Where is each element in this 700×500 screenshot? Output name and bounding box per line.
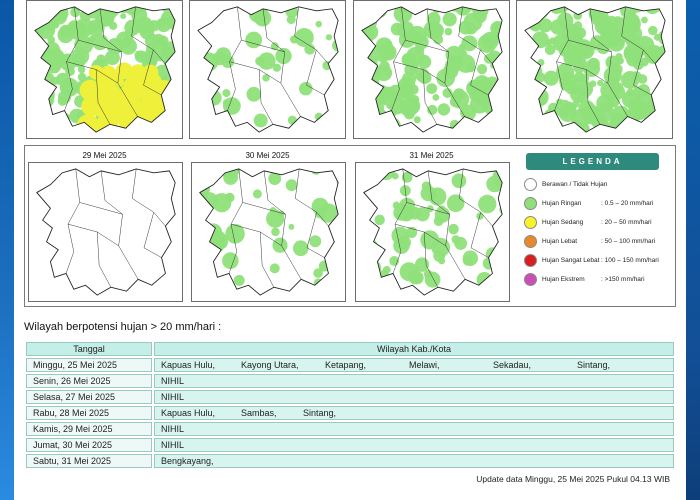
rain-potential-table: Tanggal Wilayah Kab./Kota Minggu, 25 Mei… xyxy=(24,340,676,470)
date-cell: Minggu, 25 Mei 2025 xyxy=(26,358,152,372)
regions-cell: Kapuas Hulu, Kayong Utara, Ketapang, Melawi… xyxy=(154,358,674,372)
region-name: Kapuas Hulu, xyxy=(161,360,216,370)
legend-swatch xyxy=(524,216,537,229)
legend-title: LEGENDA xyxy=(526,153,659,170)
forecast-panel-row2 xyxy=(24,145,676,307)
regions-cell: Bengkayang, xyxy=(154,454,674,468)
map-graphic xyxy=(197,6,339,133)
region-name: NIHIL xyxy=(161,392,185,402)
legend-label: Hujan Ekstrem xyxy=(542,276,585,283)
table-row: Senin, 26 Mei 2025 NIHIL xyxy=(26,374,674,388)
legend-range: : >150 mm/hari xyxy=(601,276,645,283)
update-timestamp: Update data Minggu, 25 Mei 2025 Pukul 04… xyxy=(476,474,670,484)
region-name: Ketapang, xyxy=(325,360,367,370)
forecast-map-day1 xyxy=(26,0,183,139)
forecast-map-29-mei xyxy=(28,162,183,302)
map-date-label: 31 Mei 2025 xyxy=(409,151,454,160)
forecast-map-day3 xyxy=(353,0,510,139)
table-row: Minggu, 25 Mei 2025 Kapuas Hulu, Kayong Ut… xyxy=(26,358,674,372)
legend-swatch xyxy=(524,178,537,191)
regions-cell: NIHIL xyxy=(154,438,674,452)
legend-label: Hujan Sangat Lebat xyxy=(542,257,600,264)
map-graphic xyxy=(361,6,503,133)
table-row: Selasa, 27 Mei 2025 NIHIL xyxy=(26,390,674,404)
right-page-edge xyxy=(686,0,700,500)
region-name: Melawi, xyxy=(409,360,440,370)
region-name: Kayong Utara, xyxy=(241,360,299,370)
map-graphic xyxy=(363,168,503,296)
region-name: NIHIL xyxy=(161,376,185,386)
region-name: NIHIL xyxy=(161,424,185,434)
table-header-row: Tanggal Wilayah Kab./Kota xyxy=(26,342,674,356)
legend-range: : 100 – 150 mm/hari xyxy=(601,257,659,264)
date-cell: Rabu, 28 Mei 2025 xyxy=(26,406,152,420)
legend-label: Hujan Ringan xyxy=(542,200,582,207)
forecast-map-day4 xyxy=(516,0,673,139)
date-cell: Sabtu, 31 Mei 2025 xyxy=(26,454,152,468)
forecast-map-day2 xyxy=(189,0,346,139)
legend-label: Berawan / Tidak Hujan xyxy=(542,181,608,188)
map-graphic xyxy=(199,168,339,296)
regions-cell: Kapuas Hulu, Sambas, Sintang, xyxy=(154,406,674,420)
region-name: Sekadau, xyxy=(493,360,532,370)
region-name: NIHIL xyxy=(161,440,185,450)
legend-label: Hujan Lebat xyxy=(542,238,578,245)
region-name: Sambas, xyxy=(241,408,277,418)
region-name: Bengkayang, xyxy=(161,456,214,466)
region-name: Sintang, xyxy=(577,360,611,370)
column-header: Wilayah Kab./Kota xyxy=(154,342,674,356)
legend-swatch xyxy=(524,235,537,248)
regions-cell: NIHIL xyxy=(154,374,674,388)
regions-cell: NIHIL xyxy=(154,390,674,404)
left-page-edge xyxy=(0,0,14,500)
regions-cell: NIHIL xyxy=(154,422,674,436)
column-header: Tanggal xyxy=(26,342,152,356)
date-cell: Selasa, 27 Mei 2025 xyxy=(26,390,152,404)
section-title: Wilayah berpotensi hujan > 20 mm/hari : xyxy=(24,321,222,333)
legend-range: : 0.5 – 20 mm/hari xyxy=(601,200,654,207)
legend-range: : 50 – 100 mm/hari xyxy=(601,238,656,245)
legend-swatch xyxy=(524,273,537,286)
legend-label: Hujan Sedang xyxy=(542,219,584,226)
table-row: Jumat, 30 Mei 2025 NIHIL xyxy=(26,438,674,452)
map-graphic xyxy=(34,6,176,133)
date-cell: Senin, 26 Mei 2025 xyxy=(26,374,152,388)
table-row: Sabtu, 31 Mei 2025 Bengkayang, xyxy=(26,454,674,468)
region-name: Kapuas Hulu, xyxy=(161,408,216,418)
legend-swatch xyxy=(524,254,537,267)
date-cell: Kamis, 29 Mei 2025 xyxy=(26,422,152,436)
map-date-label: 29 Mei 2025 xyxy=(82,151,127,160)
table-row: Rabu, 28 Mei 2025 Kapuas Hulu, Sambas, Sint… xyxy=(26,406,674,420)
forecast-map-30-mei xyxy=(191,162,346,302)
forecast-map-31-mei xyxy=(355,162,510,302)
map-graphic xyxy=(36,168,176,296)
map-graphic xyxy=(524,6,666,133)
legend-swatch xyxy=(524,197,537,210)
legend: LEGENDA Berawan / Tidak Hujan Hujan Ring… xyxy=(518,146,674,306)
date-cell: Jumat, 30 Mei 2025 xyxy=(26,438,152,452)
map-date-label: 30 Mei 2025 xyxy=(245,151,290,160)
legend-range: : 20 – 50 mm/hari xyxy=(601,219,652,226)
region-name: Sintang, xyxy=(303,408,337,418)
table-row: Kamis, 29 Mei 2025 NIHIL xyxy=(26,422,674,436)
